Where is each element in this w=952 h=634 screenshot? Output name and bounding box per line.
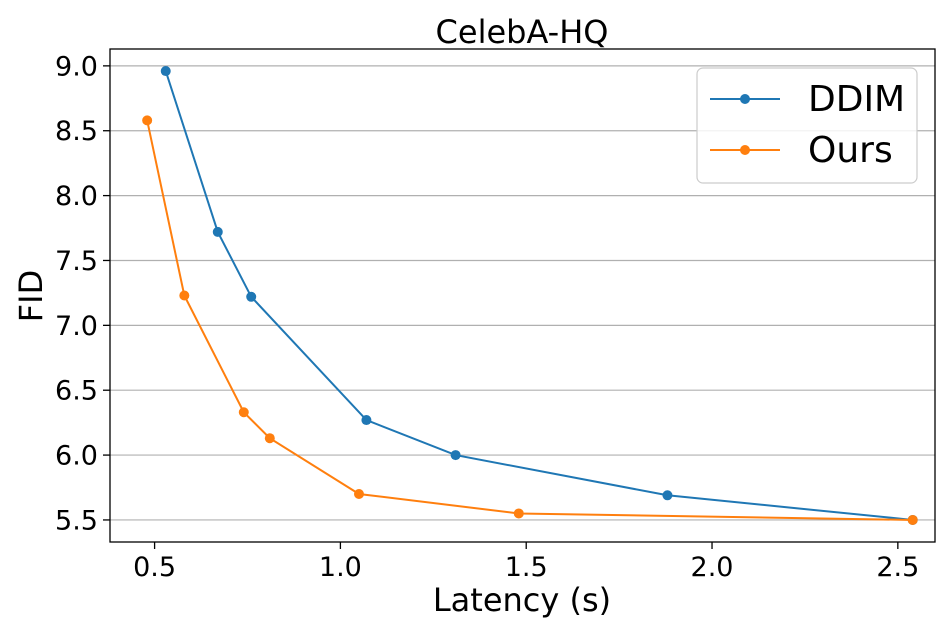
- data-point-ours: [179, 290, 190, 301]
- y-tick-label: 5.5: [55, 505, 98, 536]
- legend-box: [696, 67, 918, 184]
- gridlines: [110, 65, 935, 521]
- x-axis-label: Latency (s): [433, 581, 611, 619]
- data-point-ddim: [212, 226, 223, 237]
- y-tick-label: 8.0: [55, 181, 98, 212]
- x-tick-label: 1.0: [319, 552, 362, 583]
- y-tick-label: 8.5: [55, 116, 98, 147]
- chart-title: CelebA-HQ: [436, 13, 609, 51]
- y-tick-label: 7.0: [55, 311, 98, 342]
- y-tick-label: 6.0: [55, 441, 98, 472]
- plot-frame: [109, 48, 936, 543]
- data-point-ours: [353, 488, 364, 499]
- y-tick-label: 7.5: [55, 246, 98, 277]
- legend-label-ddim: DDIM: [808, 79, 905, 120]
- legend: DDIM Ours: [696, 67, 918, 184]
- series-group: [142, 66, 918, 525]
- y-tick-label: 6.5: [55, 376, 98, 407]
- x-tick-label: 2.5: [876, 552, 919, 583]
- data-point-ours: [513, 508, 524, 519]
- y-axis-label: FID: [12, 270, 50, 322]
- data-point-ddim: [662, 490, 673, 501]
- y-tick-label: 9.0: [55, 51, 98, 82]
- data-point-ours: [142, 115, 153, 126]
- x-tick-label: 0.5: [133, 552, 176, 583]
- data-point-ours: [264, 433, 275, 444]
- data-point-ddim: [160, 66, 171, 77]
- data-point-ddim: [361, 415, 372, 426]
- data-point-ours: [907, 514, 918, 525]
- legend-label-ours: Ours: [808, 130, 893, 171]
- legend-marker-ddim: [740, 94, 750, 104]
- y-axis-ticks: 5.5 6.0 6.5 7.0 7.5 8.0 8.5 9.0: [55, 51, 110, 536]
- data-point-ours: [238, 407, 249, 418]
- x-axis-ticks: 0.5 1.0 1.5 2.0 2.5: [133, 542, 919, 583]
- legend-marker-ours: [740, 145, 750, 155]
- x-tick-label: 2.0: [691, 552, 734, 583]
- x-tick-label: 1.5: [505, 552, 548, 583]
- data-point-ddim: [246, 291, 257, 302]
- data-point-ddim: [450, 450, 461, 461]
